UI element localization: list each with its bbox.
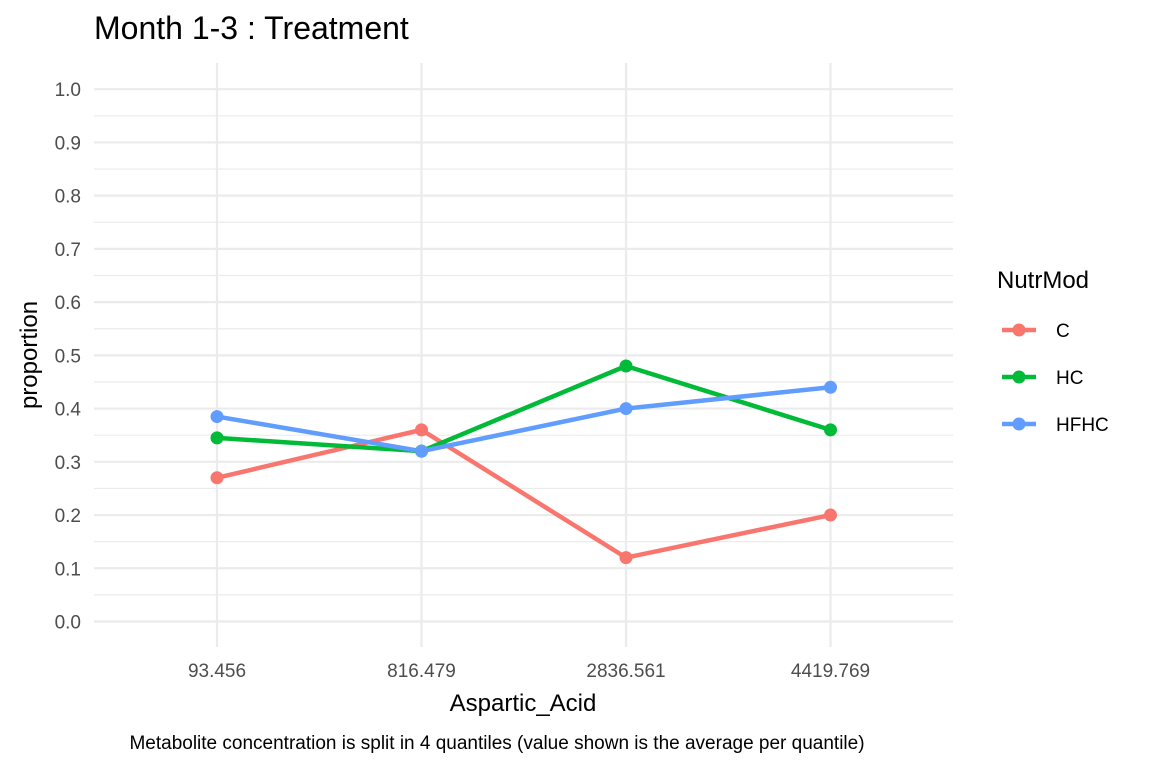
chart-caption: Metabolite concentration is split in 4 q… bbox=[129, 733, 864, 754]
y-tick-label: 0.8 bbox=[55, 187, 81, 208]
legend-label: C bbox=[1056, 321, 1070, 342]
legend-key-point bbox=[1012, 323, 1026, 337]
y-tick-label: 0.7 bbox=[55, 240, 81, 261]
legend-title: NutrMod bbox=[997, 267, 1089, 294]
x-tick-label: 816.479 bbox=[387, 661, 456, 682]
y-tick-label: 0.3 bbox=[55, 453, 81, 474]
legend: NutrMod C HC HFHC bbox=[997, 267, 1109, 436]
data-point-hfhc bbox=[824, 380, 837, 394]
data-point-c bbox=[210, 471, 224, 485]
y-tick-label: 0.1 bbox=[55, 559, 81, 580]
y-tick-label: 0.2 bbox=[55, 506, 81, 527]
data-point-c bbox=[824, 508, 837, 522]
legend-label: HC bbox=[1056, 368, 1083, 389]
y-tick-label: 0.0 bbox=[55, 613, 81, 634]
y-axis-ticks: 0.0 0.1 0.2 0.3 0.4 0.5 0.6 0.7 0.8 0.9 1.0 bbox=[55, 80, 82, 633]
y-axis-title: proportion bbox=[16, 301, 43, 409]
y-tick-label: 0.5 bbox=[55, 346, 81, 367]
series-layer bbox=[210, 359, 837, 565]
data-point-c bbox=[619, 551, 633, 565]
series-line-hfhc bbox=[216, 385, 831, 454]
data-point-c bbox=[415, 423, 428, 437]
data-point-hfhc bbox=[415, 444, 428, 458]
y-tick-label: 0.4 bbox=[55, 400, 82, 421]
legend-label: HFHC bbox=[1056, 415, 1109, 436]
x-axis-title: Aspartic_Acid bbox=[450, 690, 597, 717]
x-axis-ticks: 93.456 816.479 2836.561 4419.769 bbox=[188, 661, 870, 682]
y-tick-label: 0.9 bbox=[55, 133, 81, 154]
data-point-hfhc bbox=[619, 402, 633, 416]
gridlines bbox=[94, 63, 953, 647]
data-point-hfhc bbox=[210, 410, 224, 424]
chart-title: Month 1-3 : Treatment bbox=[94, 10, 409, 46]
data-point-hc bbox=[210, 431, 224, 445]
data-point-hc bbox=[824, 423, 837, 437]
y-tick-label: 1.0 bbox=[55, 80, 81, 101]
x-tick-label: 2836.561 bbox=[586, 661, 665, 682]
y-tick-label: 0.6 bbox=[55, 293, 81, 314]
x-tick-label: 93.456 bbox=[188, 661, 246, 682]
x-tick-label: 4419.769 bbox=[791, 661, 870, 682]
legend-key-point bbox=[1012, 417, 1026, 431]
series-line-c bbox=[216, 427, 831, 560]
data-point-hc bbox=[619, 359, 633, 373]
legend-key-point bbox=[1012, 370, 1026, 384]
